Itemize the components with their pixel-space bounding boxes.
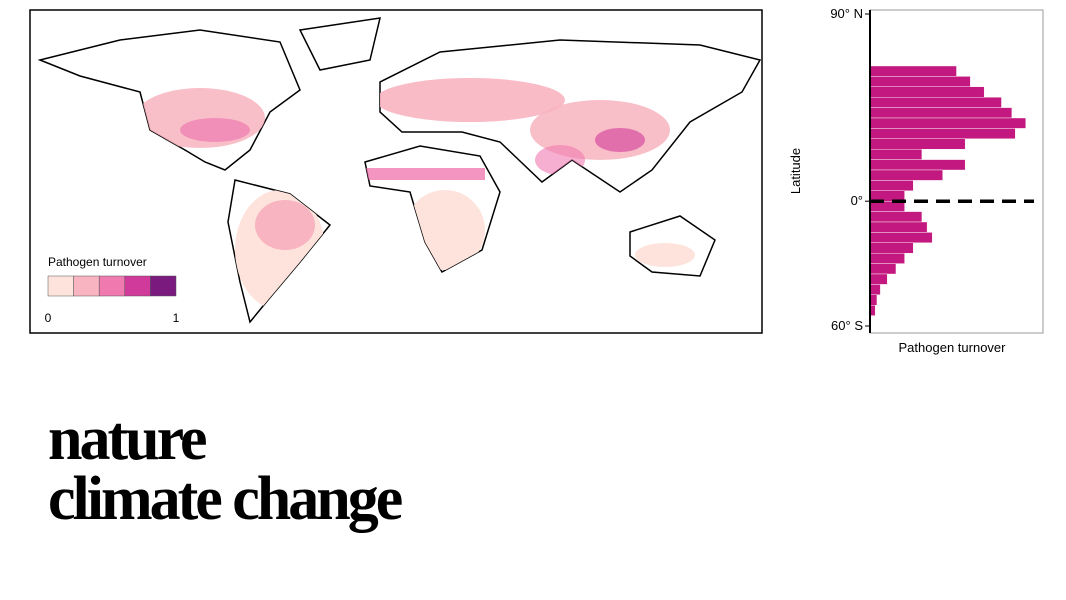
brand-line: nature	[48, 405, 208, 473]
bar	[869, 221, 928, 233]
y-tick-label: 60° S	[831, 318, 863, 333]
figure: Pathogen turnover 0 1 Latitude Pathogen …	[29, 6, 1044, 355]
bar	[869, 284, 881, 295]
bar	[869, 96, 1002, 108]
legend-swatch	[124, 275, 151, 297]
legend-swatch	[150, 275, 177, 297]
y-tick-label: 90° N	[830, 6, 863, 21]
legend-swatch	[73, 275, 100, 297]
legend-title: Pathogen turnover	[48, 255, 147, 269]
legend-swatch	[98, 275, 126, 297]
bar	[869, 242, 914, 254]
legend-tick-label: 0	[45, 311, 52, 325]
bar	[869, 211, 923, 223]
bar	[869, 65, 957, 77]
bar	[869, 294, 878, 306]
bar	[869, 159, 966, 171]
bar	[869, 273, 888, 285]
legend-swatch	[47, 275, 74, 297]
bar	[869, 107, 1013, 119]
bar	[869, 128, 1016, 139]
bar	[869, 252, 905, 264]
x-axis-label: Pathogen turnover	[899, 340, 1007, 355]
bar	[869, 76, 971, 88]
bar	[869, 117, 1026, 129]
bar	[869, 169, 943, 181]
legend-tick-label: 1	[173, 311, 180, 325]
y-tick-label: 0°	[851, 193, 863, 208]
bar	[869, 86, 985, 98]
turnover-heatmap	[135, 78, 695, 310]
brand-line: climate change	[48, 465, 403, 533]
bar	[869, 263, 897, 275]
bar	[869, 148, 923, 160]
bar	[869, 232, 933, 243]
bar	[869, 138, 966, 150]
map-legend: Pathogen turnover 0 1	[45, 255, 180, 325]
bar	[869, 180, 914, 191]
y-axis-label: Latitude	[788, 148, 803, 194]
